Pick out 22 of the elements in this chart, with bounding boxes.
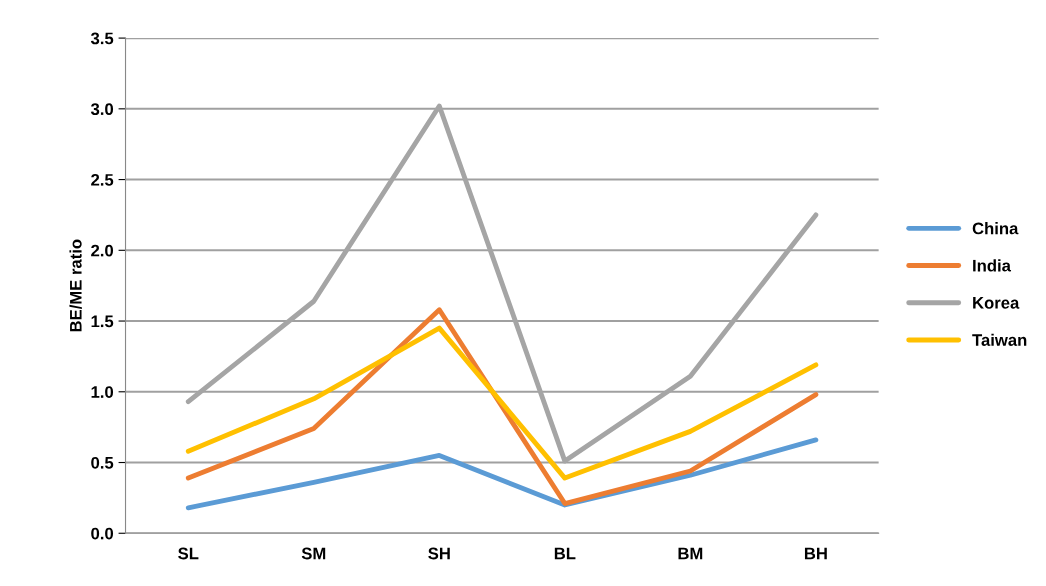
y-axis-title: BE/ME ratio (69, 239, 82, 332)
y-tick-label: 0.5 (91, 456, 114, 469)
y-tick-label: 1.5 (91, 315, 114, 328)
line-series (185, 325, 819, 481)
y-tick-label: 3.0 (90, 103, 114, 116)
x-tick-label: BH (804, 547, 827, 560)
line-series (185, 437, 819, 511)
x-tick-label: SH (428, 547, 450, 560)
legend-label: India (973, 259, 1012, 272)
y-tick-label: 2.5 (91, 173, 114, 186)
legend-label: Taiwan (972, 333, 1027, 346)
y-tick-label: 1.0 (91, 386, 114, 398)
x-tick-label: BL (554, 547, 576, 560)
x-tick-label: BM (678, 547, 703, 560)
y-tick-label: 3.5 (90, 32, 114, 45)
x-tick-label: SM (301, 547, 326, 560)
x-tick-label: SL (178, 547, 199, 560)
legend-label: Korea (973, 297, 1020, 309)
legend-label: China (972, 222, 1019, 235)
y-tick-label: 0.0 (91, 527, 114, 540)
line-series (185, 307, 819, 506)
y-tick-label: 2.0 (91, 244, 114, 257)
